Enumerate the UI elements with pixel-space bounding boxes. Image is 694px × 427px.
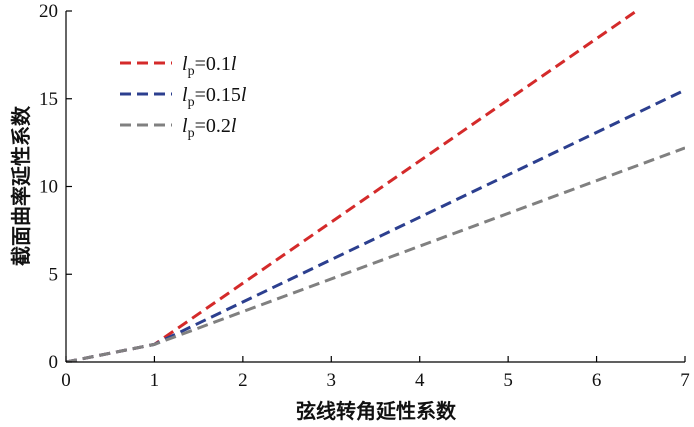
y-axis-title: 截面曲率延性系数 — [9, 105, 33, 266]
series-line-2 — [66, 88, 685, 362]
legend-label-2: lp=0.15l — [182, 84, 247, 110]
series-line-3 — [66, 146, 685, 362]
x-tick-label: 1 — [150, 370, 160, 391]
y-tick-label: 0 — [49, 352, 59, 373]
y-tick-label: 10 — [39, 177, 58, 198]
x-tick-label: 3 — [327, 370, 337, 391]
x-tick-label: 0 — [61, 370, 71, 391]
x-tick-label: 2 — [238, 370, 248, 391]
y-tick-label: 15 — [39, 89, 58, 110]
y-tick-label: 5 — [49, 264, 59, 285]
x-tick-label: 6 — [592, 370, 602, 391]
y-tick-label: 20 — [39, 1, 58, 22]
x-tick-label: 4 — [415, 370, 425, 391]
x-tick-label: 5 — [503, 370, 513, 391]
y-axis-ticks: 0 5 10 15 20 — [39, 1, 72, 373]
x-tick-label: 7 — [680, 370, 690, 391]
plot-lines — [66, 11, 685, 362]
x-axis-ticks: 0 1 2 3 4 5 6 7 — [61, 356, 690, 391]
legend: lp=0.1l lp=0.15l lp=0.2l — [120, 53, 247, 141]
x-axis-title: 弦线转角延性系数 — [296, 399, 457, 423]
legend-label-1: lp=0.1l — [182, 53, 237, 79]
legend-label-3: lp=0.2l — [182, 115, 237, 141]
series-line-1 — [66, 11, 638, 362]
